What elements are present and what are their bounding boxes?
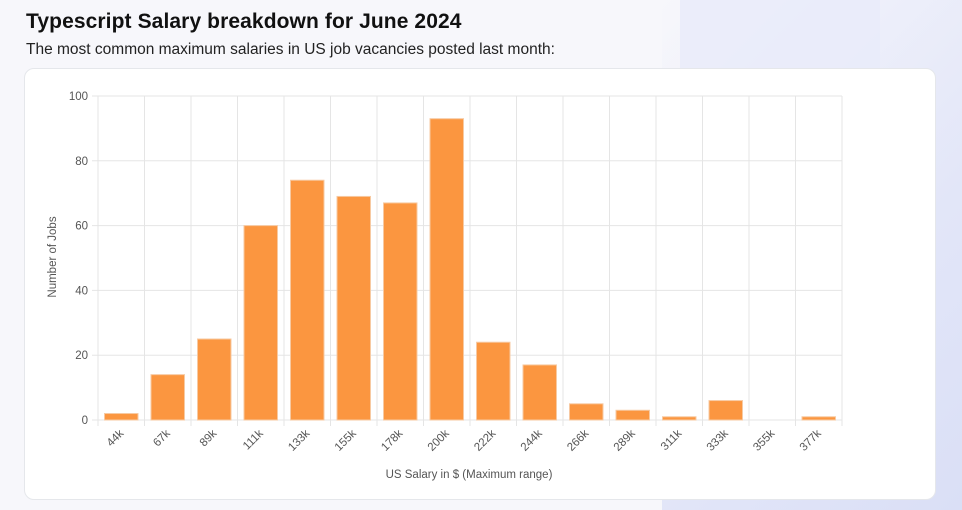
bar-311k[interactable] <box>662 416 697 421</box>
y-tick-label: 0 <box>82 415 88 427</box>
x-tick-label: 133k <box>286 427 312 453</box>
background-panel <box>680 0 880 70</box>
salary-bar-chart: 0 20 40 60 80 100 44k 67k 89k 111k 133k 155k 178k 20… <box>47 91 843 481</box>
x-tick-label: 44k <box>105 427 127 449</box>
bar-333k[interactable] <box>708 400 743 421</box>
y-tick-label: 20 <box>75 350 88 362</box>
bar-44k[interactable] <box>104 413 139 421</box>
x-tick-label: 244k <box>519 427 545 453</box>
bar-67k[interactable] <box>150 374 185 421</box>
x-tick-label: 89k <box>198 427 220 449</box>
x-tick-label: 355k <box>751 427 777 453</box>
x-tick-label: 200k <box>426 427 452 453</box>
y-tick-label: 40 <box>75 285 88 297</box>
x-tick-label: 333k <box>705 427 731 453</box>
y-axis-ticks: 0 20 40 60 80 100 <box>69 91 88 427</box>
page-subtitle: The most common maximum salaries in US j… <box>26 41 555 58</box>
bar-377k[interactable] <box>801 416 836 421</box>
x-tick-label: 155k <box>333 427 359 453</box>
bar-222k[interactable] <box>476 341 511 421</box>
x-tick-label: 178k <box>379 427 405 453</box>
page-title: Typescript Salary breakdown for June 202… <box>26 10 462 33</box>
bar-200k[interactable] <box>429 118 464 421</box>
bar-133k[interactable] <box>290 179 325 421</box>
y-tick-label: 80 <box>75 156 88 168</box>
bar-266k[interactable] <box>569 403 604 421</box>
bar-89k[interactable] <box>197 338 232 421</box>
y-tick-label: 60 <box>75 221 88 233</box>
bar-111k[interactable] <box>243 225 278 421</box>
y-axis-label: Number of Jobs <box>47 216 59 297</box>
grid-lines <box>92 95 843 426</box>
x-tick-label: 311k <box>659 427 685 453</box>
x-tick-label: 266k <box>565 427 591 453</box>
bar-289k[interactable] <box>615 409 650 421</box>
x-tick-label: 111k <box>241 427 266 452</box>
bar-155k[interactable] <box>336 195 371 421</box>
bar-244k[interactable] <box>522 364 557 421</box>
bar-178k[interactable] <box>383 202 418 421</box>
x-tick-label: 67k <box>151 427 173 449</box>
x-tick-label: 222k <box>472 427 498 453</box>
x-axis-label: US Salary in $ (Maximum range) <box>386 469 553 481</box>
chart-card: 0 20 40 60 80 100 44k 67k 89k 111k 133k 155k 178k 20… <box>24 68 936 500</box>
x-axis-ticks: 44k 67k 89k 111k 133k 155k 178k 200k 222k 244k 266… <box>105 427 824 453</box>
x-tick-label: 377k <box>798 427 824 453</box>
x-tick-label: 289k <box>612 427 638 453</box>
bars <box>104 118 836 421</box>
y-tick-label: 100 <box>69 91 88 103</box>
